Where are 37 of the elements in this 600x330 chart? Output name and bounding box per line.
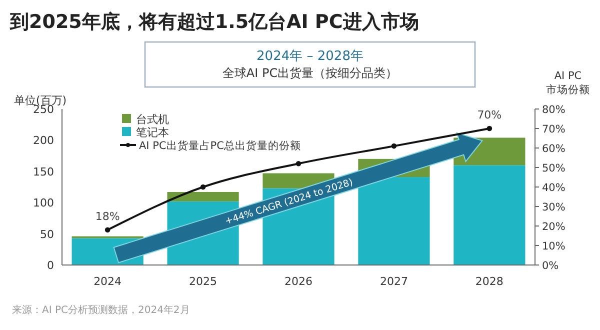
legend-label: AI PC出货量占PC总出货量的份额	[139, 139, 301, 152]
y2-tick-label: 0%	[542, 260, 559, 272]
bar	[454, 165, 526, 265]
y-tick-label: 200	[33, 134, 54, 148]
y-tick-label: 50	[40, 228, 54, 241]
point	[486, 126, 492, 132]
y2-tick-label: 40%	[542, 182, 566, 194]
y-tick-label: 250	[33, 103, 54, 116]
point	[391, 143, 397, 149]
text: 全球AI PC出货量（按细分品类）	[222, 66, 398, 80]
point	[200, 184, 206, 190]
y2-tick-label: 80%	[542, 104, 566, 116]
chart-subtitle: 2024年 – 2028年	[256, 49, 364, 64]
bar	[358, 177, 430, 265]
y-tick-label: 0	[47, 259, 54, 272]
chart-title: 到2025年底，将有超过1.5亿台AI PC进入市场	[9, 11, 419, 33]
point	[104, 227, 110, 233]
annotation: +44% CAGR (2024 to 2028)	[224, 176, 354, 228]
y2-tick-label: 10%	[542, 240, 566, 252]
x-tick-label: 2027	[380, 275, 408, 288]
y2-tick-label: 70%	[542, 124, 566, 136]
x-tick-label: 2026	[284, 275, 312, 288]
y-tick-label: 150	[33, 165, 54, 178]
point	[296, 160, 302, 166]
y2-tick-label: 20%	[542, 221, 566, 233]
data-label: 70%	[477, 108, 502, 122]
y2-tick-label: 60%	[542, 143, 566, 155]
y-tick-label: 100	[33, 196, 54, 210]
y2-tick-label: 50%	[542, 162, 566, 174]
bar	[167, 192, 239, 202]
legend-label: 台式机	[136, 113, 169, 126]
x-tick-label: 2025	[189, 275, 218, 288]
x-tick-label: 2024	[94, 275, 122, 288]
x-tick-label: 2028	[475, 275, 504, 288]
y2-axis-title: AI PC 市场份额	[546, 70, 590, 96]
y2-tick-label: 30%	[542, 202, 566, 214]
source-note: 来源：AI PC分析预测数据，2024年2月	[12, 304, 190, 316]
